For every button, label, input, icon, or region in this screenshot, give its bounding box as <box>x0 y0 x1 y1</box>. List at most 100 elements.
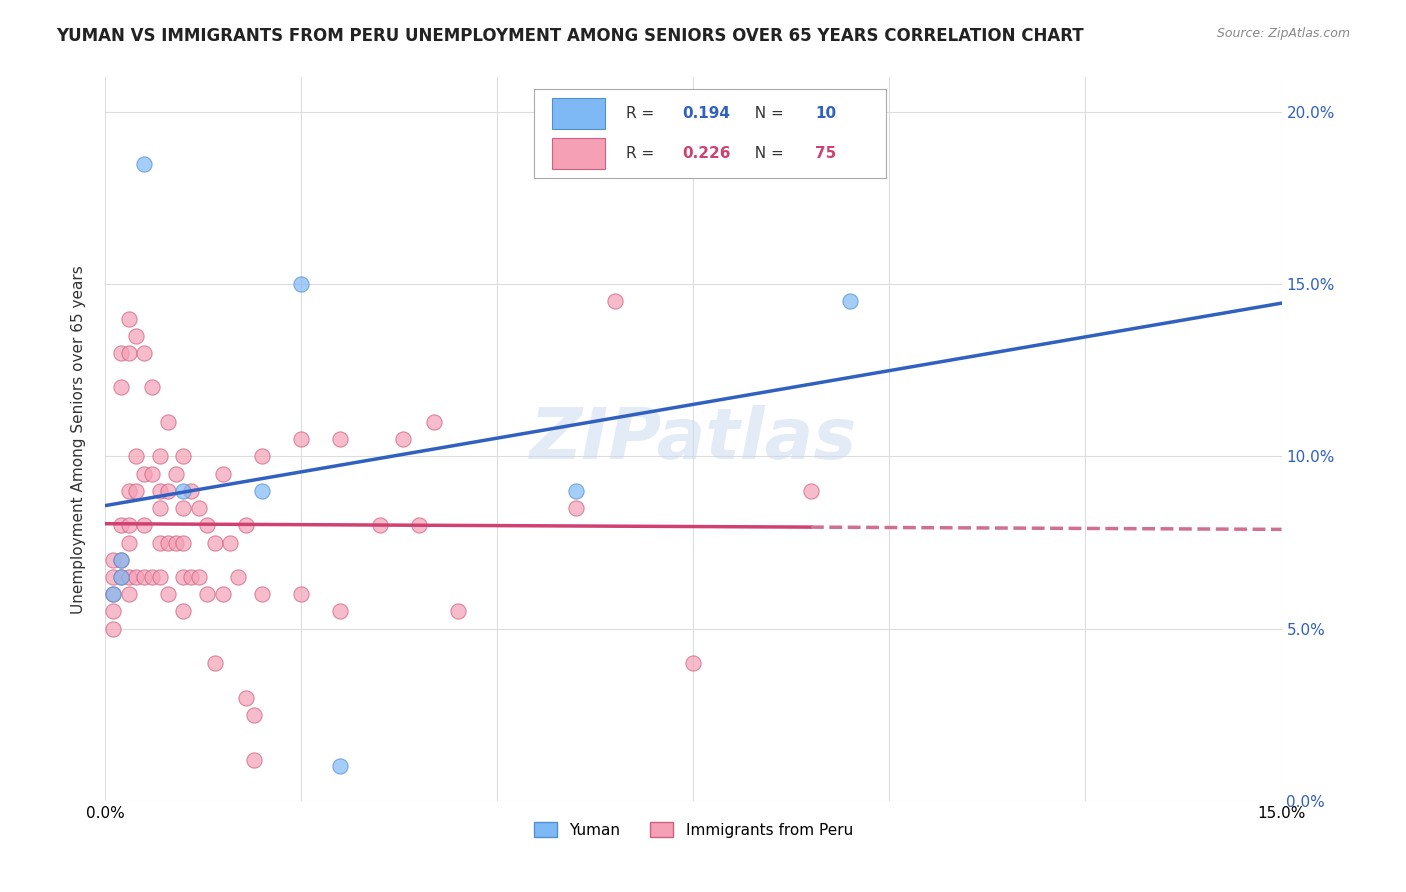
Text: Source: ZipAtlas.com: Source: ZipAtlas.com <box>1216 27 1350 40</box>
Point <box>800 483 823 498</box>
Point <box>219 535 242 549</box>
Point <box>141 380 163 394</box>
Point <box>392 432 415 446</box>
Point <box>195 518 218 533</box>
Point <box>290 277 312 292</box>
Point <box>180 483 202 498</box>
Point <box>101 553 124 567</box>
Point <box>141 467 163 481</box>
Y-axis label: Unemployment Among Seniors over 65 years: Unemployment Among Seniors over 65 years <box>72 265 86 614</box>
Point <box>110 553 132 567</box>
Point <box>117 346 139 360</box>
Point <box>117 587 139 601</box>
Point <box>329 759 352 773</box>
Point <box>156 415 179 429</box>
Text: ZIPatlas: ZIPatlas <box>530 405 856 474</box>
Point <box>195 587 218 601</box>
Point <box>101 604 124 618</box>
Text: 75: 75 <box>815 146 837 161</box>
Point <box>134 156 156 170</box>
Point <box>110 518 132 533</box>
Point <box>101 587 124 601</box>
Point <box>134 518 156 533</box>
Point <box>110 380 132 394</box>
Point <box>188 570 211 584</box>
Point <box>603 294 626 309</box>
Point <box>235 690 257 705</box>
Point <box>188 501 211 516</box>
Point <box>408 518 430 533</box>
Point <box>250 483 273 498</box>
Point <box>117 311 139 326</box>
Point <box>125 328 148 343</box>
Point <box>211 587 233 601</box>
Point <box>172 501 194 516</box>
Point <box>134 570 156 584</box>
Point <box>117 535 139 549</box>
Point <box>839 294 862 309</box>
Point <box>172 450 194 464</box>
Point <box>117 518 139 533</box>
Point <box>172 535 194 549</box>
Point <box>165 467 187 481</box>
Point <box>125 483 148 498</box>
Point <box>149 501 172 516</box>
Point <box>101 587 124 601</box>
Point <box>329 432 352 446</box>
Point <box>172 570 194 584</box>
Point <box>211 467 233 481</box>
Point <box>228 570 250 584</box>
Point <box>101 622 124 636</box>
Point <box>110 346 132 360</box>
Point <box>110 570 132 584</box>
Point <box>156 483 179 498</box>
Point <box>125 570 148 584</box>
Point <box>250 450 273 464</box>
Text: 0.194: 0.194 <box>682 106 730 120</box>
Point <box>149 450 172 464</box>
Point <box>447 604 470 618</box>
Point <box>117 483 139 498</box>
FancyBboxPatch shape <box>551 98 605 129</box>
Text: 0.226: 0.226 <box>682 146 730 161</box>
Point <box>134 467 156 481</box>
Point <box>423 415 446 429</box>
Point <box>290 432 312 446</box>
Point <box>564 483 586 498</box>
Point <box>149 483 172 498</box>
Point <box>156 535 179 549</box>
Point <box>125 450 148 464</box>
Point <box>110 570 132 584</box>
Text: N =: N = <box>745 146 789 161</box>
Point <box>180 570 202 584</box>
Text: YUMAN VS IMMIGRANTS FROM PERU UNEMPLOYMENT AMONG SENIORS OVER 65 YEARS CORRELATI: YUMAN VS IMMIGRANTS FROM PERU UNEMPLOYME… <box>56 27 1084 45</box>
Point <box>110 553 132 567</box>
Point <box>172 483 194 498</box>
Point <box>564 501 586 516</box>
Point <box>368 518 391 533</box>
Point <box>243 707 266 722</box>
Point <box>117 570 139 584</box>
Point <box>329 604 352 618</box>
Point <box>156 587 179 601</box>
Point <box>235 518 257 533</box>
Text: 10: 10 <box>815 106 837 120</box>
Point <box>149 535 172 549</box>
Point <box>141 570 163 584</box>
FancyBboxPatch shape <box>551 138 605 169</box>
Point <box>204 535 226 549</box>
Text: R =: R = <box>626 146 659 161</box>
Point <box>149 570 172 584</box>
Text: R =: R = <box>626 106 659 120</box>
Point <box>250 587 273 601</box>
Legend: Yuman, Immigrants from Peru: Yuman, Immigrants from Peru <box>527 815 859 844</box>
Point <box>290 587 312 601</box>
Text: N =: N = <box>745 106 789 120</box>
Point <box>204 656 226 670</box>
Point <box>134 346 156 360</box>
Point <box>165 535 187 549</box>
Point <box>243 753 266 767</box>
Point <box>682 656 704 670</box>
Point <box>172 604 194 618</box>
Point <box>101 570 124 584</box>
